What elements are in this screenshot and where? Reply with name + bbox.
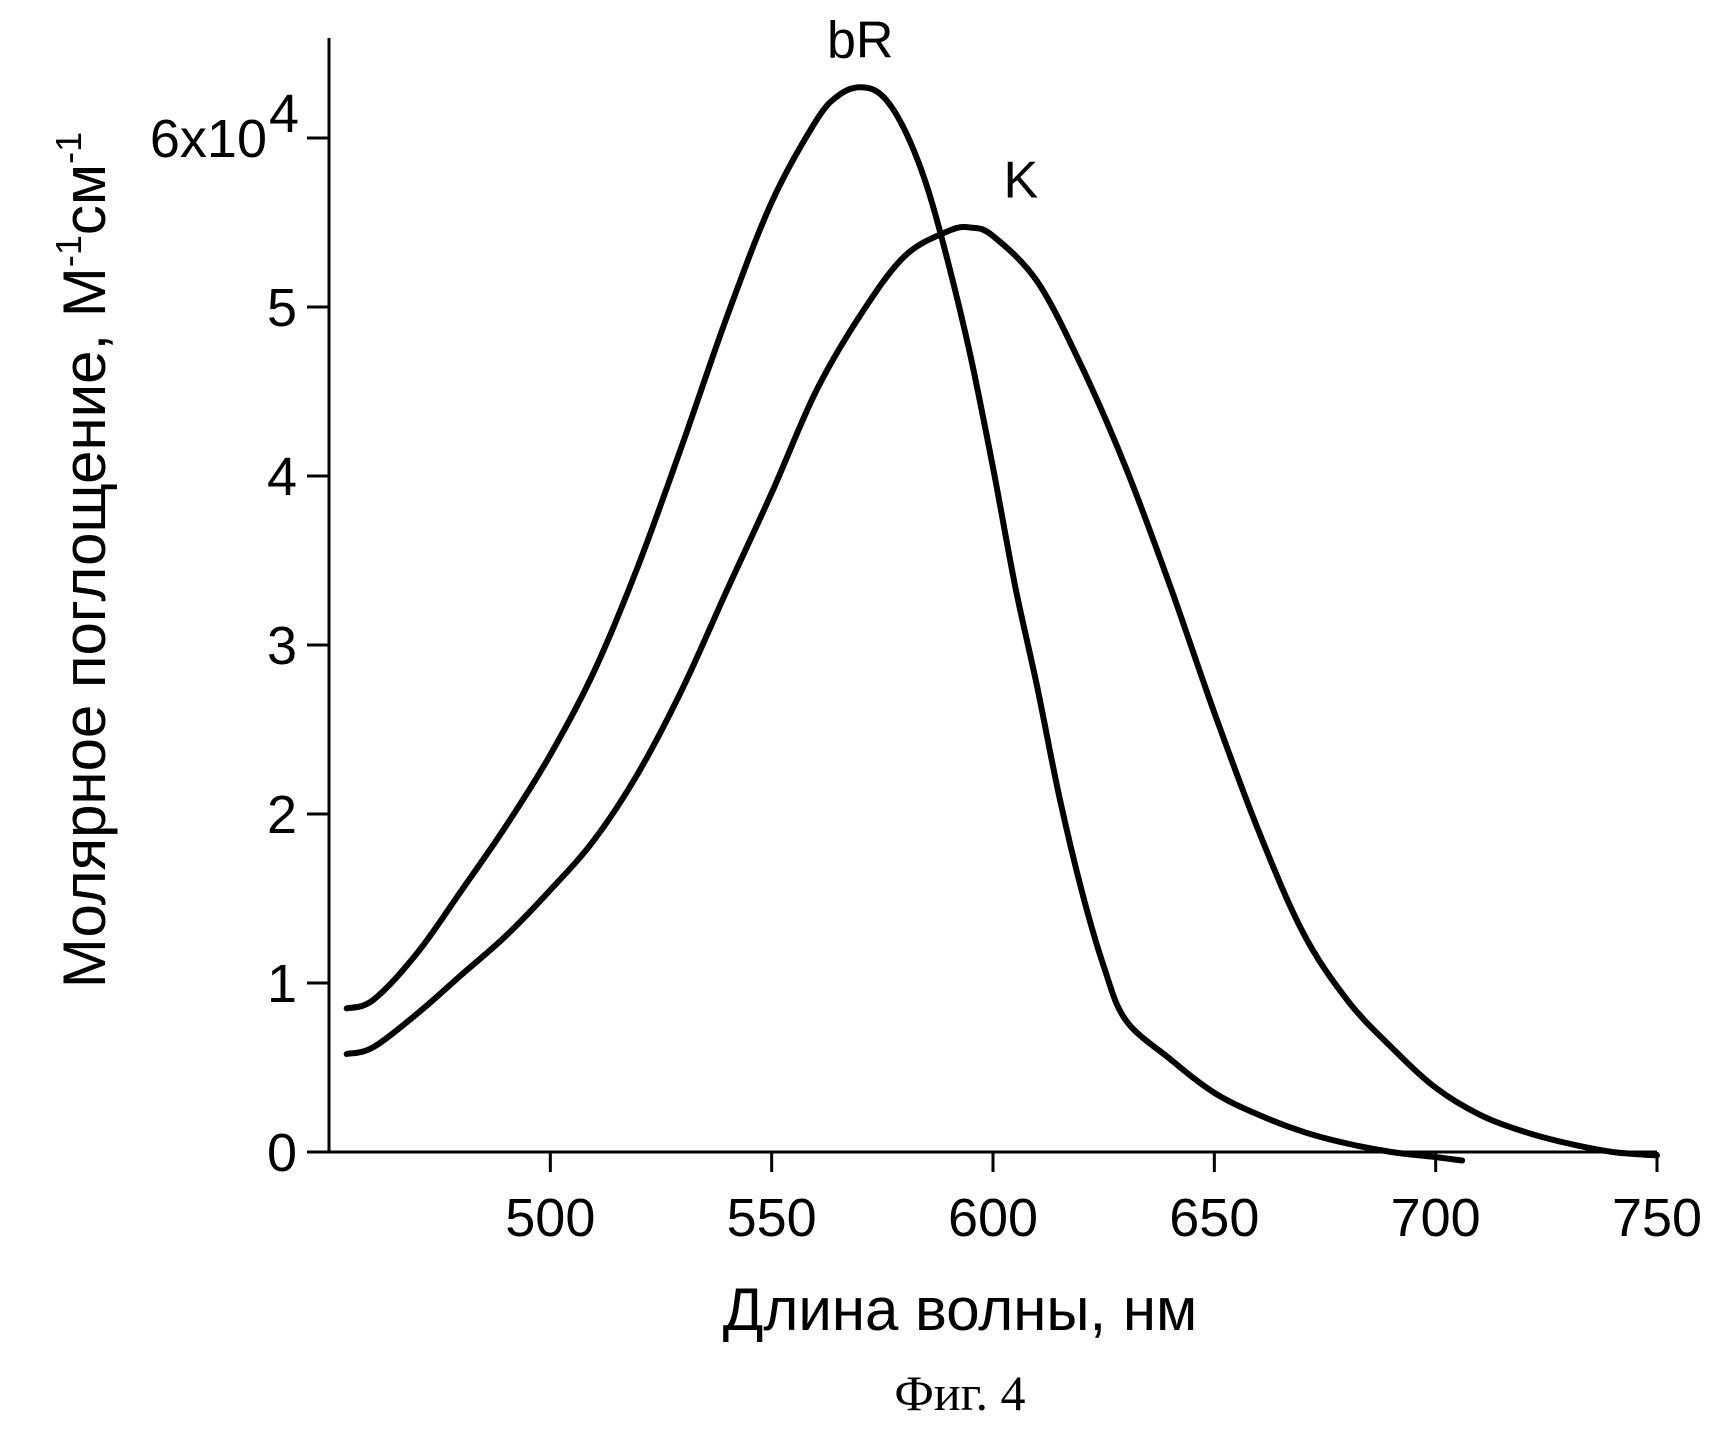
series-label-K: K (1004, 152, 1039, 210)
y-tick-label-1: 1 (267, 954, 297, 1014)
y-axis-title: Молярное поглощение, М-1см-1 (48, 132, 118, 988)
x-tick-label-1: 550 (727, 1188, 817, 1248)
x-axis-title-text: Длина волны, нм (723, 1276, 1198, 1343)
y-axis-title-main: Молярное поглощение, М (51, 267, 118, 988)
axes (307, 38, 1657, 1172)
y-tick-label-5: 5 (267, 278, 297, 338)
x-tick-label-4: 700 (1391, 1188, 1481, 1248)
x-tick-label-2: 600 (948, 1188, 1038, 1248)
y-tick-label-2: 2 (267, 785, 297, 845)
y-tick-label-sup-6: 4 (269, 84, 299, 144)
y-axis-title-unit: см (51, 164, 118, 235)
x-axis-title: Длина волны, нм (723, 1276, 1198, 1343)
series-line-K (347, 227, 1657, 1155)
y-tick-label-4: 4 (267, 447, 297, 507)
y-axis-title-sup2: -1 (48, 132, 89, 164)
y-tick-label-0: 0 (267, 1123, 297, 1183)
labels: 0123456x104500550600650700750bRK (150, 11, 1702, 1248)
series-group (347, 87, 1657, 1160)
x-tick-label-3: 650 (1169, 1188, 1259, 1248)
x-tick-label-5: 750 (1612, 1188, 1702, 1248)
x-tick-label-0: 500 (505, 1188, 595, 1248)
y-axis-title-text: Молярное поглощение, М-1см-1 (48, 132, 118, 988)
figure-caption: Фиг. 4 (894, 1365, 1025, 1421)
y-tick-label-3: 3 (267, 616, 297, 676)
y-axis-title-sup1: -1 (48, 235, 89, 267)
series-label-bR: bR (827, 11, 893, 69)
y-tick-label-6: 6x10 (150, 109, 267, 169)
series-line-bR (347, 87, 1463, 1160)
